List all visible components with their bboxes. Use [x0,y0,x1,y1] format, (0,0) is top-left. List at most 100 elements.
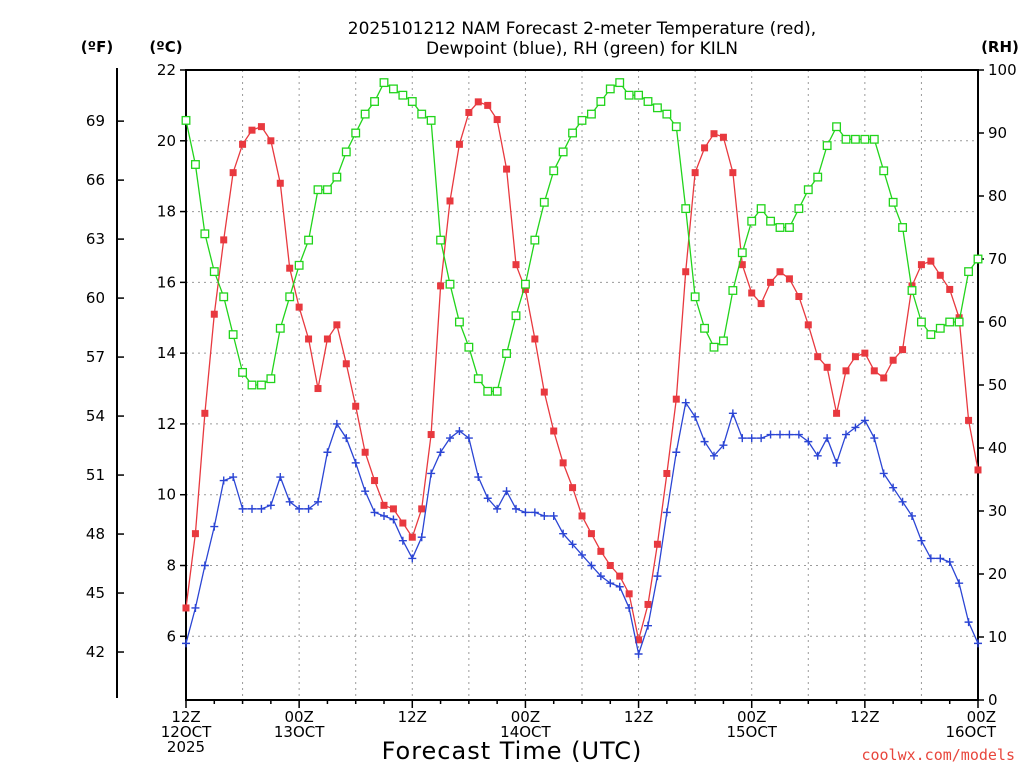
rh-point [756,204,766,214]
temperature-point [833,409,841,417]
temperature-point [503,165,511,173]
temperature-point [286,264,294,272]
dewpoint-point [285,497,294,506]
dewpoint-point [323,448,332,457]
rh-point [662,109,672,119]
time-tick-label: 00Z [967,708,996,726]
rh-point [549,166,559,176]
dewpoint-point [276,473,285,482]
dewpoint-point [917,536,926,545]
celsius-tick-label: 22 [157,61,176,79]
dewpoint-point [662,508,671,517]
dewpoint-point [200,561,209,570]
celsius-tick-labels: 6 8 10 12 14 16 18 20 22 [157,61,176,645]
rh-point [784,223,794,232]
fahrenheit-unit-label: (ºF) [81,38,113,56]
temperature-point [399,519,407,527]
dewpoint-point [964,618,973,627]
rh-point [558,147,568,157]
rh-tick-label: 100 [988,61,1017,79]
rh-point [700,323,710,333]
temperature-point [550,427,558,435]
rh-point [530,235,540,245]
time-tick-label: 12Z [171,708,200,726]
rh-point [973,254,983,264]
rh-point [766,216,776,226]
rh-point [737,248,747,258]
dewpoint-point [974,639,982,648]
dewpoint-point [644,621,652,630]
time-tick-label: 00Z [737,708,766,726]
rh-point [539,197,549,207]
temperature-point [644,600,652,608]
dewpoint-point [540,511,549,520]
rh-point [379,78,389,88]
rh-point [275,323,285,333]
temperature-point [823,363,831,371]
temperature-point [437,282,445,290]
dewpoint-point [502,487,511,496]
temperature-point [908,282,916,290]
rh-tick-label: 0 [988,691,998,709]
dewpoint-point [615,582,624,591]
axes [116,68,984,708]
rh-point [954,317,964,327]
rh-point [313,185,323,195]
temperature-point [616,572,624,580]
rh-unit-label: (RH) [981,38,1019,56]
dewpoint-point [238,504,247,513]
dewpoint-point [889,483,898,492]
temperature-point [465,108,473,116]
dewpoint-point [794,430,803,439]
dewpoint-point [219,476,228,485]
temperature-point [248,126,256,134]
rh-point [511,311,521,321]
temperature-point [729,169,737,177]
rh-point [615,78,625,88]
rh-point [822,141,832,151]
celsius-tick-label: 8 [166,557,176,575]
fahrenheit-tick-label: 69 [86,112,105,130]
rh-point [388,84,398,94]
dewpoint-point [587,561,596,570]
dewpoint-point [823,434,832,443]
rh-point [219,292,229,302]
dewpoint-point [304,504,313,513]
celsius-tick-label: 6 [166,627,176,645]
rh-point [690,292,700,302]
rh-point [869,134,879,144]
rh-point [945,317,955,327]
time-tick-label: 12OCT [161,723,212,741]
rh-point [747,216,757,226]
temperature-point [295,303,303,311]
rh-point [577,115,587,125]
dewpoint-point [266,501,275,510]
dewpoint-point [549,511,558,520]
rh-point [775,223,785,232]
temperature-point [484,101,492,109]
dewpoint-point [427,469,436,478]
fahrenheit-tick-label: 66 [86,171,105,189]
dewpoint-point [455,427,464,436]
dewpoint-point [813,451,822,460]
time-tick-label: 16OCT [945,723,996,741]
fahrenheit-tick-label: 42 [86,643,105,661]
temperature-point [672,395,680,403]
dewpoint-point [332,419,341,428]
dewpoint-point [681,398,690,407]
dewpoint-point [530,508,539,517]
celsius-tick-label: 20 [157,132,176,150]
dewpoint-point [870,434,879,443]
grid-lines [186,69,978,700]
temperature-point [880,374,888,382]
temperature-point [625,590,633,598]
rh-point [718,336,728,346]
temperature-point [342,360,350,368]
series-rh [181,78,983,396]
chart-title-line-2: Dewpoint (blue), RH (green) for KILN [426,39,738,59]
dewpoint-point [757,434,766,443]
dewpoint-point [342,434,351,443]
dewpoint-point [578,550,586,559]
rh-point [794,204,804,214]
